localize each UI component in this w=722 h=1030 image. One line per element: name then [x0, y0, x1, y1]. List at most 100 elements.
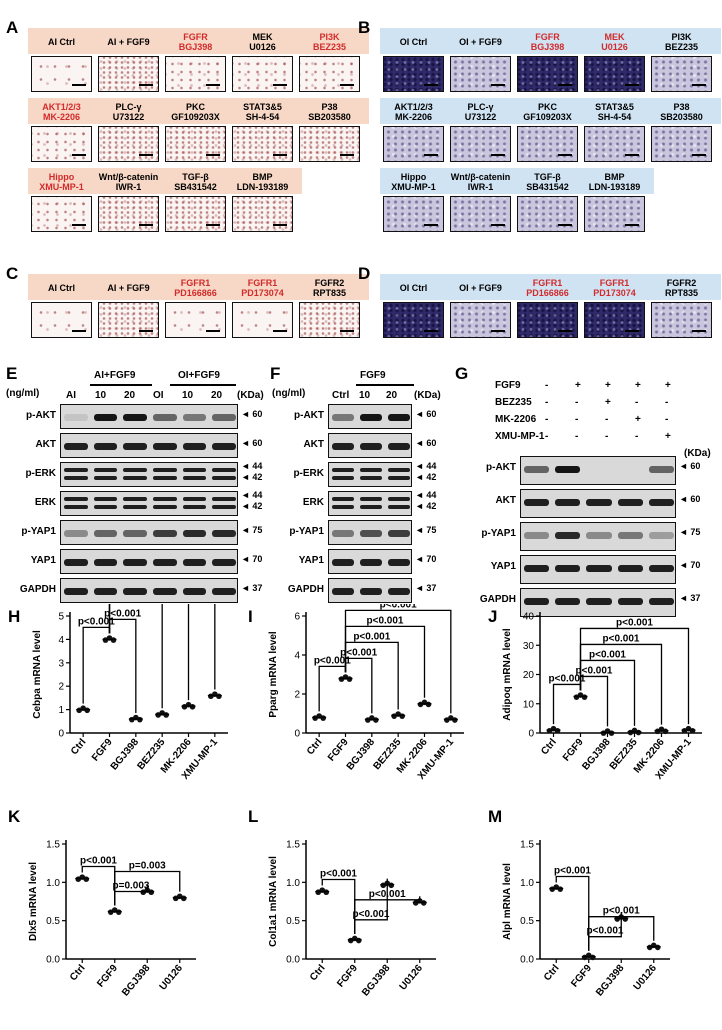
scale-bar: [558, 84, 572, 86]
protein-band: [360, 559, 382, 566]
protein-band: [332, 505, 354, 509]
stain-image: [383, 126, 444, 162]
p-value-label: p<0.001: [80, 856, 117, 867]
protein-band: [360, 468, 382, 472]
y-tick-label: 4: [58, 635, 64, 646]
molecular-weight: ◄ 44: [241, 490, 263, 500]
protein-band: [123, 414, 147, 421]
condition-label: BMP LDN-193189: [236, 172, 289, 192]
y-axis-label: Dlx5 mRNA level: [28, 862, 39, 941]
condition-label: PI3K BEZ235: [312, 32, 347, 52]
stain-image: [383, 56, 444, 92]
protein-band: [93, 476, 118, 480]
condition-label: PKC GF109203X: [171, 102, 220, 122]
condition-sign: +: [605, 380, 611, 391]
y-axis-label: Col1a1 mRNA level: [268, 856, 279, 947]
blot-row-label: p-YAP1: [481, 528, 516, 539]
condition-name: FGF9: [495, 380, 521, 391]
condition-label: PLC-γ U73122: [464, 102, 497, 122]
x-tick-label: FGF9: [95, 963, 120, 990]
data-point: [689, 727, 696, 734]
condition-label: STAT3&5 SH-4-54: [243, 102, 282, 122]
chart-k: K 0.0 0.5 1.0 1.5 Dlx5 mRNA level Ctrl FGF9 BGJ3…: [8, 807, 196, 998]
protein-band: [212, 588, 236, 595]
x-tick-label: Ctrl: [68, 963, 88, 983]
protein-band: [153, 505, 177, 509]
condition-label: AKT1/2/3 MK-2206: [42, 102, 81, 122]
header-band: [28, 168, 302, 194]
x-tick-label: Ctrl: [305, 737, 325, 757]
protein-band: [648, 565, 674, 572]
stain-image: [450, 196, 511, 232]
p-value-label: p<0.001: [380, 604, 417, 610]
protein-band: [617, 565, 643, 572]
protein-band: [93, 588, 118, 595]
stain-image: [299, 56, 360, 92]
stain-image: [450, 56, 511, 92]
y-tick-label: 1.0: [46, 878, 60, 889]
condition-label: OI Ctrl: [399, 37, 428, 47]
molecular-weight: ◄ 60: [415, 409, 437, 419]
condition-sign: -: [665, 397, 669, 408]
condition-sign: -: [575, 431, 579, 442]
stain-image: [98, 126, 159, 162]
panel-letter-a: A: [6, 18, 19, 37]
scale-bar: [206, 84, 220, 86]
chart-m: M 0.0 0.5 1.0 1.5 Alpl mRNA level Ctrl FGF9 BGJ3…: [488, 807, 670, 998]
protein-band: [182, 476, 207, 480]
panel-letter-c: C: [6, 264, 19, 283]
scale-bar: [491, 224, 505, 226]
protein-band: [93, 443, 118, 450]
blot-strip: [328, 462, 412, 487]
y-axis-label: Alpl mRNA level: [502, 863, 513, 940]
scale-bar: [558, 154, 572, 156]
protein-band: [153, 588, 177, 595]
data-point: [84, 707, 90, 714]
header-band: [380, 98, 721, 124]
blot-row-label: p-YAP1: [21, 526, 56, 537]
stain-image: [232, 56, 293, 92]
scale-bar: [625, 154, 639, 156]
p-value-label: p<0.001: [353, 631, 390, 642]
unit-label: (ng/ml): [272, 388, 306, 399]
protein-band: [648, 598, 674, 605]
blot-row-label: GAPDH: [19, 584, 56, 595]
protein-band: [93, 559, 118, 566]
protein-band: [332, 559, 354, 566]
x-tick-label: BGJ398: [580, 737, 613, 773]
chart-j: J 0 10 20 30 40 Adipoq mRNA level Ctrl FGF9BGJ39…: [488, 607, 702, 782]
group-label: FGF9: [360, 370, 386, 381]
y-tick-label: 10: [523, 699, 535, 710]
protein-band: [388, 505, 410, 509]
x-tick-label: Ctrl: [69, 737, 89, 757]
x-tick-label: FGF9: [326, 737, 351, 764]
stain-image: [383, 196, 444, 232]
stain-image: [165, 126, 226, 162]
data-point: [635, 729, 642, 736]
condition-label: Wnt/β-catenin IWR-1: [450, 172, 511, 192]
significance-bracket: [354, 896, 421, 934]
protein-band: [524, 499, 550, 506]
stain-image: [232, 126, 293, 162]
protein-band: [360, 530, 382, 537]
header-band: [28, 98, 369, 124]
molecular-weight: ◄ 60: [415, 438, 437, 448]
molecular-weight: ◄ 37: [679, 593, 701, 603]
condition-label: TGF-β SB431542: [174, 172, 217, 192]
protein-band: [617, 499, 643, 506]
blot-row-label: ERK: [34, 497, 56, 508]
protein-band: [182, 443, 207, 450]
condition-label: AI + FGF9: [107, 37, 150, 47]
protein-band: [212, 468, 236, 472]
panel-letter: K: [8, 807, 21, 826]
p-value-label: p<0.001: [549, 673, 586, 684]
protein-band: [555, 598, 581, 605]
condition-label: TGF-β SB431542: [526, 172, 569, 192]
molecular-weight: ◄ 75: [679, 527, 701, 537]
scale-bar: [139, 224, 153, 226]
x-tick-label: Ctrl: [539, 737, 559, 757]
condition-label: AI + FGF9: [107, 283, 150, 293]
scale-bar: [692, 154, 706, 156]
scale-bar: [206, 154, 220, 156]
condition-sign: -: [545, 431, 549, 442]
